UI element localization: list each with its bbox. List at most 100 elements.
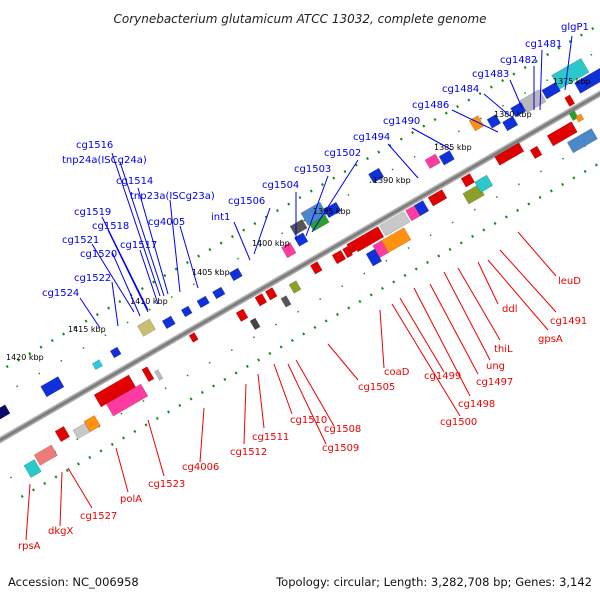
gene-box xyxy=(54,425,71,443)
gene-label: cg1491 xyxy=(550,316,587,327)
gene-box xyxy=(379,211,411,237)
gene-box xyxy=(434,189,448,203)
gene-label: cg1514 xyxy=(116,176,153,187)
gene-label: cg1509 xyxy=(322,443,359,454)
gene-label: cg1503 xyxy=(294,164,331,175)
gene-label: cg1505 xyxy=(358,382,395,393)
gene-box xyxy=(506,142,525,159)
gene-label: thiL xyxy=(494,344,513,355)
kbp-label: 1410 kbp xyxy=(130,297,168,306)
kbp-label: 1375 kbp xyxy=(553,77,591,86)
map-title: Corynebacterium glutamicum ATCC 13032, c… xyxy=(113,12,486,26)
gene-box xyxy=(154,369,164,381)
kbp-label: 1395 kbp xyxy=(313,207,351,216)
gene-label: polA xyxy=(120,494,142,505)
gene-box xyxy=(212,286,226,300)
gene-box xyxy=(413,200,430,217)
gene-box xyxy=(280,295,292,308)
gene-label: cg1504 xyxy=(262,180,299,191)
genome-backbone xyxy=(0,77,600,453)
gene-label: cg1498 xyxy=(458,399,495,410)
gene-label: cg1524 xyxy=(42,288,79,299)
gene-box xyxy=(424,153,441,170)
gene-box xyxy=(235,308,249,322)
gene-label: cg1512 xyxy=(230,447,267,458)
gene-label: cg1517 xyxy=(120,240,157,251)
top-leader-lines xyxy=(79,35,573,329)
gene-box xyxy=(381,227,412,254)
kbp-label: 1400 kbp xyxy=(252,239,290,248)
gene-label: cg4005 xyxy=(148,217,185,228)
gene-box xyxy=(40,376,65,398)
gene-box xyxy=(91,359,103,371)
kbp-label: 1390 kbp xyxy=(373,176,411,185)
kbp-label: 1380 kbp xyxy=(494,110,532,119)
gene-box xyxy=(468,115,485,132)
gene-box xyxy=(161,315,176,330)
gene-box xyxy=(196,295,210,309)
gene-label: cg4006 xyxy=(182,462,219,473)
gene-box xyxy=(564,94,576,107)
gene-label: ddl xyxy=(502,304,517,315)
gene-label: leuD xyxy=(558,276,581,287)
top-gene-labels: glgP1 cg1481 cg1482 cg1483 cg1484 cg1486… xyxy=(42,22,589,299)
forward-genes xyxy=(0,58,600,420)
gene-box xyxy=(566,128,598,154)
gene-label: cg1518 xyxy=(92,221,129,232)
gene-box xyxy=(83,415,101,433)
gene-label: ung xyxy=(486,361,505,372)
gene-label: dkgX xyxy=(48,526,73,537)
gene-box xyxy=(551,58,590,90)
gene-box xyxy=(323,201,342,219)
gene-box xyxy=(368,167,385,184)
kbp-label: 1385 kbp xyxy=(434,143,472,152)
genome-track xyxy=(0,26,600,499)
gene-label: cg1502 xyxy=(324,148,361,159)
gene-box xyxy=(254,293,268,307)
gene-label: cg1521 xyxy=(62,235,99,246)
accession-text: Accession: NC_006958 xyxy=(8,575,139,589)
gene-label: cg1527 xyxy=(80,511,117,522)
gene-box xyxy=(438,150,455,166)
gene-box xyxy=(474,174,494,193)
gene-box xyxy=(228,267,243,282)
gene-box xyxy=(289,219,308,236)
kbp-label: 1405 kbp xyxy=(192,268,230,277)
gene-box xyxy=(486,114,502,129)
gene-label: tnp23a(ISCg23a) xyxy=(130,191,215,202)
gene-label: cg1510 xyxy=(290,415,327,426)
genome-summary-text: Topology: circular; Length: 3,282,708 bp… xyxy=(275,575,592,589)
kbp-labels: 1420 kbp 1415 kbp 1410 kbp 1405 kbp 1400… xyxy=(6,77,591,362)
gene-box xyxy=(460,173,475,188)
gene-label: cg1520 xyxy=(80,249,117,260)
gene-label: cg1494 xyxy=(353,132,390,143)
gene-label: cg1484 xyxy=(442,84,479,95)
reverse-genes xyxy=(23,94,598,478)
gene-label: cg1486 xyxy=(412,100,449,111)
gene-label: cg1508 xyxy=(324,424,361,435)
gene-label: cg1499 xyxy=(424,371,461,382)
gene-box xyxy=(264,287,278,301)
gene-box xyxy=(351,226,385,253)
gene-label: cg1482 xyxy=(500,55,537,66)
kbp-label: 1415 kbp xyxy=(68,325,106,334)
gene-label: rpsA xyxy=(18,541,41,552)
gene-label: cg1497 xyxy=(476,377,513,388)
gene-label: cg1490 xyxy=(383,116,420,127)
gene-label: coaD xyxy=(384,367,410,378)
gene-label: tnp24a(ISCg24a) xyxy=(62,155,147,166)
gene-label: int1 xyxy=(211,212,230,223)
gene-box xyxy=(109,346,122,359)
gene-box xyxy=(33,444,58,466)
gene-label: glgP1 xyxy=(561,22,589,33)
gene-box xyxy=(0,404,11,420)
gene-label: cg1523 xyxy=(148,479,185,490)
gene-box xyxy=(519,89,547,114)
gene-box xyxy=(141,366,155,383)
gene-box xyxy=(281,242,297,259)
gene-box xyxy=(575,113,585,123)
kbp-label: 1420 kbp xyxy=(6,353,44,362)
gene-box xyxy=(137,318,156,337)
bottom-leader-lines xyxy=(25,231,557,541)
